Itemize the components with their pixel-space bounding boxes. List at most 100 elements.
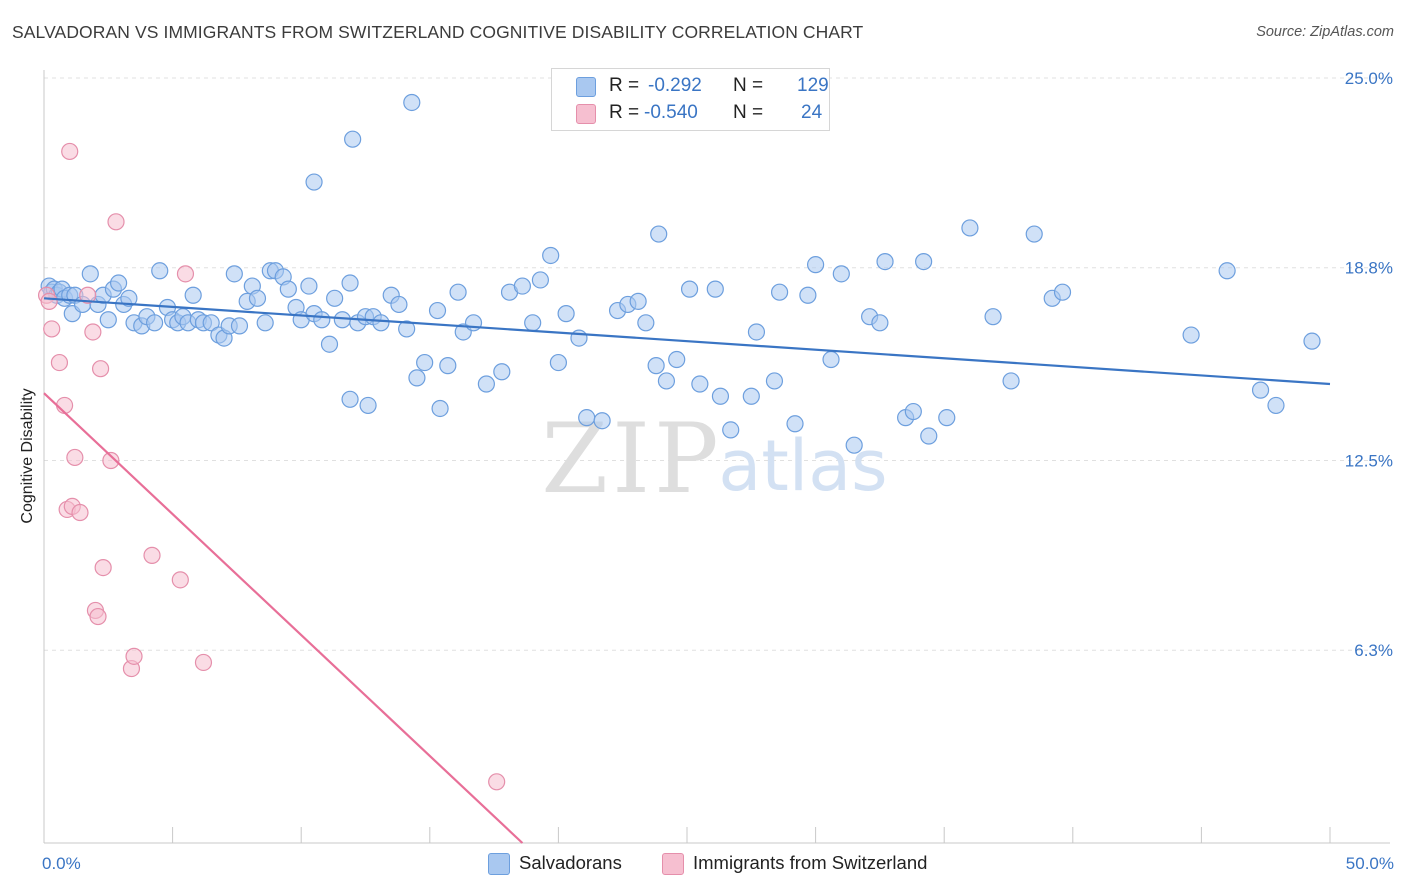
trend-line [43, 392, 524, 844]
data-point [81, 265, 99, 283]
bottom-legend-swatch-pink [662, 853, 684, 875]
data-point [359, 396, 377, 415]
legend-n-value: 129 [797, 75, 829, 96]
legend-r-label: R = [609, 75, 640, 96]
data-point [71, 503, 89, 522]
data-point [1025, 225, 1043, 243]
data-point [799, 286, 817, 304]
data-point [845, 436, 863, 454]
data-point [372, 314, 390, 332]
data-point [984, 308, 1002, 326]
data-point [876, 253, 894, 271]
data-point [904, 402, 922, 421]
data-point [1303, 332, 1321, 350]
legend-n-label: N = [733, 75, 764, 96]
data-point [230, 317, 249, 335]
data-point [40, 292, 58, 310]
data-point [1002, 372, 1020, 390]
data-point [513, 277, 531, 295]
data-point [770, 283, 789, 301]
data-point [408, 369, 426, 387]
data-point [120, 289, 138, 307]
data-point [706, 280, 724, 298]
legend-n-value: 24 [801, 102, 823, 123]
data-point [79, 286, 97, 304]
data-point [1182, 326, 1200, 344]
data-point [305, 173, 323, 191]
data-point [84, 323, 102, 341]
y-tick-label: 18.8% [1345, 259, 1393, 278]
data-point [680, 280, 699, 298]
correlation-legend: R = -0.292 N = 129 R = -0.540 N = 24 [551, 68, 830, 131]
data-point [300, 277, 318, 295]
data-point [344, 130, 362, 148]
data-point [915, 253, 933, 271]
y-tick-label: 6.3% [1354, 641, 1393, 660]
data-point [125, 647, 143, 665]
trend-layer [43, 297, 1331, 844]
data-point [920, 427, 938, 445]
data-point [531, 271, 549, 289]
data-point [256, 314, 274, 332]
legend-r-value: -0.292 [648, 75, 702, 96]
data-point [1251, 381, 1270, 399]
data-point [202, 314, 220, 332]
data-point [747, 323, 766, 341]
bottom-legend-label: Immigrants from Switzerland [693, 852, 928, 873]
data-point [89, 607, 107, 626]
data-point [542, 246, 560, 265]
data-point [1218, 262, 1236, 280]
data-point [428, 301, 447, 320]
data-point [403, 93, 421, 112]
data-point [786, 415, 804, 433]
data-point [326, 289, 344, 307]
axis-layer [43, 70, 1390, 844]
data-point [66, 448, 84, 467]
data-point [637, 314, 655, 332]
data-point [557, 305, 575, 323]
data-point [61, 142, 79, 161]
data-point [477, 375, 495, 393]
data-point [832, 265, 850, 283]
data-point [439, 357, 457, 375]
data-point [416, 353, 434, 372]
data-point [449, 283, 467, 301]
data-point [1267, 396, 1285, 415]
data-point [549, 353, 568, 372]
data-point [711, 387, 730, 405]
data-point [50, 353, 69, 372]
data-point [320, 335, 339, 353]
data-point [145, 314, 164, 332]
data-point [43, 320, 61, 338]
data-point [593, 412, 611, 430]
data-point [107, 213, 125, 231]
data-point [99, 311, 117, 329]
data-point [176, 265, 195, 283]
data-point [390, 295, 408, 314]
y-tick-label: 12.5% [1345, 452, 1393, 471]
data-point [742, 387, 760, 405]
data-point [668, 350, 686, 369]
data-point [650, 225, 668, 243]
data-point [102, 451, 120, 470]
data-point [398, 320, 416, 338]
tick-label-layer: 6.3% 12.5% 18.8% 25.0% 0.0% 50.0% [42, 69, 1394, 873]
data-point [109, 274, 128, 292]
data-point [184, 286, 202, 304]
trend-line [43, 297, 1331, 386]
data-point [341, 274, 359, 292]
data-point [722, 421, 740, 439]
data-point [938, 409, 956, 427]
bottom-legend-label: Salvadorans [519, 852, 622, 873]
watermark-atlas: atlas [718, 425, 887, 507]
data-point [333, 311, 351, 329]
chart-title: SALVADORAN VS IMMIGRANTS FROM SWITZERLAN… [12, 22, 864, 42]
data-point [341, 390, 359, 408]
data-point [248, 289, 267, 307]
legend-r-label: R = [609, 102, 640, 123]
data-point [629, 292, 647, 310]
x-tick-label: 50.0% [1346, 854, 1394, 873]
data-point [91, 360, 110, 378]
data-point [488, 773, 506, 791]
data-point [431, 399, 449, 418]
